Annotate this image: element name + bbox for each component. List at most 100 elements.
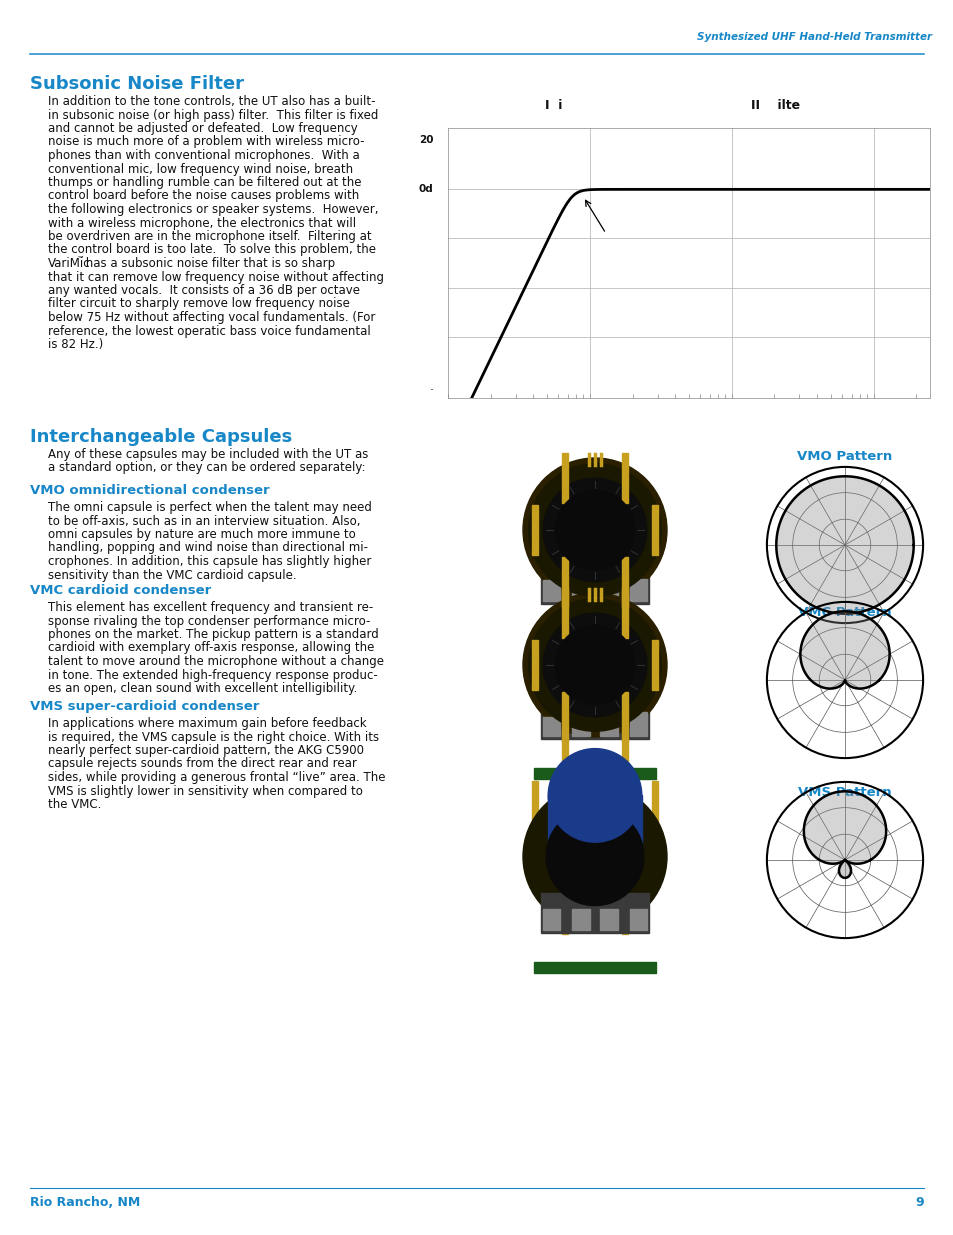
Bar — [621, 588, 627, 638]
Bar — [651, 640, 657, 690]
Text: omni capsules by nature are much more immune to: omni capsules by nature are much more im… — [48, 529, 355, 541]
Text: ™: ™ — [77, 254, 85, 264]
Text: 20: 20 — [418, 136, 433, 146]
Text: VMC cardioid condenser: VMC cardioid condenser — [30, 584, 211, 597]
Text: Any of these capsules may be included with the UT as: Any of these capsules may be included wi… — [48, 448, 368, 461]
Polygon shape — [803, 792, 885, 863]
Text: capsule rejects sounds from the direct rear and rear: capsule rejects sounds from the direct r… — [48, 757, 356, 771]
Text: 9: 9 — [915, 1195, 923, 1209]
Text: In addition to the tone controls, the UT also has a built-: In addition to the tone controls, the UT… — [48, 95, 375, 107]
Text: phones on the market. The pickup pattern is a standard: phones on the market. The pickup pattern… — [48, 629, 378, 641]
Text: the control board is too late.  To solve this problem, the: the control board is too late. To solve … — [48, 243, 375, 257]
Bar — [532, 781, 537, 882]
Text: VariMic: VariMic — [48, 257, 91, 270]
Bar — [561, 832, 568, 934]
Text: es an open, clean sound with excellent intelligibility.: es an open, clean sound with excellent i… — [48, 682, 356, 695]
Text: This element has excellent frequency and transient re-: This element has excellent frequency and… — [48, 601, 373, 614]
Bar — [540, 893, 648, 932]
Text: VMS is slightly lower in sensitivity when compared to: VMS is slightly lower in sensitivity whe… — [48, 784, 362, 798]
Circle shape — [522, 458, 666, 601]
Bar — [532, 640, 537, 690]
Bar — [540, 699, 648, 739]
Text: VMO omnidirectional condenser: VMO omnidirectional condenser — [30, 484, 270, 496]
Bar — [651, 781, 657, 882]
Bar — [621, 453, 627, 504]
Bar — [572, 577, 589, 601]
Text: in tone. The extended high-frequency response produc-: in tone. The extended high-frequency res… — [48, 668, 377, 682]
Text: sponse rivaling the top condenser performance micro-: sponse rivaling the top condenser perfor… — [48, 615, 370, 627]
Bar — [572, 716, 589, 736]
Bar — [621, 832, 627, 934]
Text: Interchangeable Capsules: Interchangeable Capsules — [30, 429, 292, 446]
Text: is 82 Hz.): is 82 Hz.) — [48, 338, 103, 351]
Bar — [599, 718, 617, 736]
Text: In applications where maximum gain before feedback: In applications where maximum gain befor… — [48, 718, 366, 730]
Bar — [542, 909, 559, 930]
Text: cardioid with exemplary off-axis response, allowing the: cardioid with exemplary off-axis respons… — [48, 641, 374, 655]
Text: Rio Rancho, NM: Rio Rancho, NM — [30, 1195, 140, 1209]
Bar — [540, 564, 648, 604]
Text: has a subsonic noise filter that is so sharp: has a subsonic noise filter that is so s… — [82, 257, 335, 270]
Circle shape — [542, 613, 646, 716]
Text: below 75 Hz without affecting vocal fundamentals. (For: below 75 Hz without affecting vocal fund… — [48, 311, 375, 324]
Text: sides, while providing a generous frontal “live” area. The: sides, while providing a generous fronta… — [48, 771, 385, 784]
Text: the following electronics or speaker systems.  However,: the following electronics or speaker sys… — [48, 203, 378, 216]
Bar — [532, 505, 537, 556]
Text: control board before the noise causes problems with: control board before the noise causes pr… — [48, 189, 359, 203]
Text: VMO Pattern: VMO Pattern — [797, 450, 892, 463]
Bar — [542, 716, 559, 736]
Bar — [561, 557, 568, 606]
Text: VMC Pattern: VMC Pattern — [798, 606, 891, 619]
Bar — [561, 453, 568, 504]
Text: Synthesized UHF Hand-Held Transmitter: Synthesized UHF Hand-Held Transmitter — [696, 32, 931, 42]
Text: be overdriven are in the microphone itself.  Filtering at: be overdriven are in the microphone itse… — [48, 230, 372, 243]
Bar — [599, 578, 617, 601]
Bar — [548, 795, 641, 857]
Text: phones than with conventional microphones.  With a: phones than with conventional microphone… — [48, 149, 359, 162]
Bar — [621, 729, 627, 830]
Circle shape — [528, 464, 660, 597]
Text: .: . — [429, 379, 433, 393]
Text: filter circuit to sharply remove low frequency noise: filter circuit to sharply remove low fre… — [48, 298, 350, 310]
Text: crophones. In addition, this capsule has slightly higher: crophones. In addition, this capsule has… — [48, 555, 371, 568]
Bar — [561, 588, 568, 638]
Bar — [629, 909, 646, 930]
Circle shape — [545, 808, 643, 905]
Text: sensitivity than the VMC cardioid capsule.: sensitivity than the VMC cardioid capsul… — [48, 568, 296, 582]
Text: 0d: 0d — [418, 184, 433, 194]
Bar — [621, 557, 627, 606]
Circle shape — [555, 625, 634, 705]
Bar — [542, 580, 559, 601]
Polygon shape — [838, 860, 850, 878]
Bar — [629, 711, 646, 736]
Text: VMS super-cardioid condenser: VMS super-cardioid condenser — [30, 700, 259, 713]
Bar — [651, 505, 657, 556]
Bar — [534, 768, 656, 778]
Text: with a wireless microphone, the electronics that will: with a wireless microphone, the electron… — [48, 216, 355, 230]
Text: that it can remove low frequency noise without affecting: that it can remove low frequency noise w… — [48, 270, 384, 284]
Bar — [561, 692, 568, 742]
Text: nearly perfect super-cardioid pattern, the AKG C5900: nearly perfect super-cardioid pattern, t… — [48, 743, 364, 757]
Text: handling, popping and wind noise than directional mi-: handling, popping and wind noise than di… — [48, 541, 368, 555]
Text: to be off-axis, such as in an interview situation. Also,: to be off-axis, such as in an interview … — [48, 515, 360, 527]
Text: thumps or handling rumble can be filtered out at the: thumps or handling rumble can be filtere… — [48, 177, 361, 189]
Bar — [561, 729, 568, 830]
Text: in subsonic noise (or high pass) filter.  This filter is fixed: in subsonic noise (or high pass) filter.… — [48, 109, 378, 121]
Bar — [629, 579, 646, 601]
Text: and cannot be adjusted or defeated.  Low frequency: and cannot be adjusted or defeated. Low … — [48, 122, 357, 135]
Circle shape — [528, 599, 660, 731]
Text: any wanted vocals.  It consists of a 36 dB per octave: any wanted vocals. It consists of a 36 d… — [48, 284, 359, 296]
Circle shape — [555, 490, 634, 569]
Bar — [621, 692, 627, 742]
Text: a standard option, or they can be ordered separately:: a standard option, or they can be ordere… — [48, 462, 365, 474]
Polygon shape — [776, 477, 913, 614]
Circle shape — [522, 593, 666, 737]
Text: is required, the VMS capsule is the right choice. With its: is required, the VMS capsule is the righ… — [48, 730, 378, 743]
Text: noise is much more of a problem with wireless micro-: noise is much more of a problem with wir… — [48, 136, 364, 148]
Text: I  i: I i — [545, 99, 562, 112]
Bar — [534, 962, 656, 973]
Circle shape — [542, 478, 646, 582]
Text: Subsonic Noise Filter: Subsonic Noise Filter — [30, 75, 244, 93]
Text: the VMC.: the VMC. — [48, 798, 101, 811]
Bar — [572, 909, 589, 930]
